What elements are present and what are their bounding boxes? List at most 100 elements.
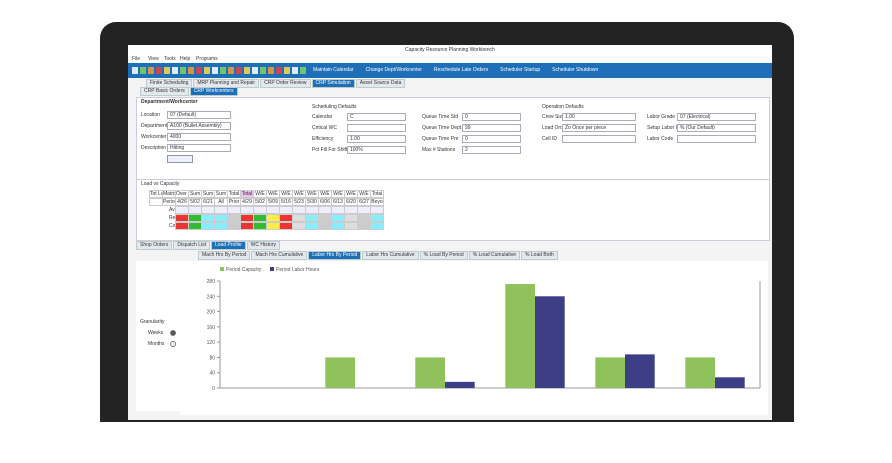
tab[interactable]: Labor Hrs Cumulative: [362, 251, 419, 260]
tab[interactable]: Shop Orders: [136, 241, 173, 250]
grid-cell[interactable]: [331, 214, 345, 222]
grid-cell[interactable]: [240, 206, 254, 214]
radio-label[interactable]: Weeks: [148, 330, 164, 336]
tab[interactable]: Load Profile: [210, 241, 246, 250]
toolbar-icon[interactable]: [140, 67, 146, 74]
toolbar-icon[interactable]: [276, 67, 282, 74]
toolbar-icon[interactable]: [300, 67, 306, 74]
grid-cell[interactable]: [357, 214, 371, 222]
tab[interactable]: CRP Simulation: [311, 79, 355, 88]
toolbar-button[interactable]: Scheduler Shutdown: [552, 67, 599, 73]
field-value[interactable]: [677, 135, 756, 143]
grid-cell[interactable]: [331, 222, 345, 230]
grid-cell[interactable]: [214, 214, 228, 222]
toolbar-icon[interactable]: [164, 67, 170, 74]
toolbar-icon[interactable]: [220, 67, 226, 74]
menu-item[interactable]: Tools: [164, 56, 176, 62]
grid-cell[interactable]: [214, 206, 228, 214]
grid-cell[interactable]: [357, 206, 371, 214]
grid-cell[interactable]: [305, 214, 319, 222]
grid-cell[interactable]: [227, 222, 241, 230]
grid-cell[interactable]: [344, 222, 358, 230]
grid-cell[interactable]: [292, 222, 306, 230]
field-value[interactable]: 99: [462, 124, 521, 132]
grid-cell[interactable]: [305, 222, 319, 230]
field-value[interactable]: Hitting: [167, 144, 231, 152]
grid-cell[interactable]: [279, 214, 293, 222]
grid-cell[interactable]: [370, 206, 384, 214]
grid-cell[interactable]: [292, 206, 306, 214]
field-value[interactable]: [347, 124, 406, 132]
tab[interactable]: CRP Workcenters: [189, 87, 238, 96]
menu-item[interactable]: File: [132, 56, 141, 62]
grid-cell[interactable]: [266, 214, 280, 222]
toolbar-icon[interactable]: [292, 67, 298, 74]
tab[interactable]: Dispatch List: [173, 241, 210, 250]
tab[interactable]: % Load Cumulative: [468, 251, 521, 260]
grid-cell[interactable]: [279, 222, 293, 230]
grid-cell[interactable]: [279, 206, 293, 214]
grid-cell[interactable]: [175, 214, 189, 222]
grid-cell[interactable]: [240, 214, 254, 222]
tab[interactable]: Labor Hrs By Period: [308, 251, 362, 260]
toolbar-icon[interactable]: [284, 67, 290, 74]
grid-cell[interactable]: [188, 214, 202, 222]
menu-item[interactable]: View: [148, 56, 159, 62]
toolbar-icon[interactable]: [148, 67, 154, 74]
toolbar-icon[interactable]: [212, 67, 218, 74]
grid-cell[interactable]: [175, 206, 189, 214]
tab[interactable]: CRP Basic Orders: [140, 87, 189, 96]
toolbar-button[interactable]: Change Dept/Workcenter: [365, 67, 422, 73]
toolbar-button[interactable]: Scheduler Startup: [500, 67, 541, 73]
toolbar-icon[interactable]: [188, 67, 194, 74]
toolbar-button[interactable]: Reschedule Late Orders: [433, 67, 489, 73]
grid-cell[interactable]: [201, 214, 215, 222]
field-value[interactable]: Zo Once per piece: [562, 124, 636, 132]
toolbar-icon[interactable]: [244, 67, 250, 74]
tab[interactable]: WC History: [246, 241, 280, 250]
field-value[interactable]: 1.00: [347, 135, 406, 143]
menu-item[interactable]: Help: [180, 56, 191, 62]
grid-cell[interactable]: [318, 222, 332, 230]
field-value[interactable]: [562, 135, 636, 143]
tab[interactable]: Asset Source Data: [355, 79, 406, 88]
grid-cell[interactable]: [201, 206, 215, 214]
grid-cell[interactable]: [227, 214, 241, 222]
grid-cell[interactable]: [344, 214, 358, 222]
field-value[interactable]: 2: [462, 146, 521, 154]
toolbar-icon[interactable]: [252, 67, 258, 74]
toolbar-button[interactable]: Maintain Calendar: [313, 67, 354, 73]
grid-cell[interactable]: [214, 222, 228, 230]
button[interactable]: [167, 155, 193, 163]
toolbar-icon[interactable]: [236, 67, 242, 74]
toolbar-icon[interactable]: [260, 67, 266, 74]
grid-cell[interactable]: [240, 222, 254, 230]
tab[interactable]: % Load By Period: [419, 251, 468, 260]
menu-item[interactable]: Programs: [196, 56, 218, 62]
tab[interactable]: Mach Hrs By Period: [198, 251, 251, 260]
field-value[interactable]: A100 (Bullet Assembly): [167, 122, 231, 130]
grid-cell[interactable]: [357, 222, 371, 230]
grid-cell[interactable]: [175, 222, 189, 230]
tab[interactable]: CRP Order Review: [260, 79, 311, 88]
grid-cell[interactable]: [227, 206, 241, 214]
grid-cell[interactable]: [370, 214, 384, 222]
grid-cell[interactable]: [188, 206, 202, 214]
grid-cell[interactable]: [188, 222, 202, 230]
toolbar-icon[interactable]: [204, 67, 210, 74]
grid-cell[interactable]: [318, 206, 332, 214]
grid-cell[interactable]: [201, 222, 215, 230]
field-value[interactable]: C: [347, 113, 406, 121]
field-value[interactable]: 1.00: [562, 113, 636, 121]
field-value[interactable]: 07 (Default): [167, 111, 231, 119]
grid-cell[interactable]: [253, 214, 267, 222]
grid-cell[interactable]: [344, 206, 358, 214]
toolbar-icon[interactable]: [268, 67, 274, 74]
radio[interactable]: [170, 341, 176, 347]
grid-cell[interactable]: [266, 206, 280, 214]
grid-cell[interactable]: [318, 214, 332, 222]
grid-cell[interactable]: [253, 206, 267, 214]
toolbar-icon[interactable]: [180, 67, 186, 74]
tab[interactable]: Mach Hrs Cumulative: [251, 251, 308, 260]
field-value[interactable]: 0: [462, 135, 521, 143]
